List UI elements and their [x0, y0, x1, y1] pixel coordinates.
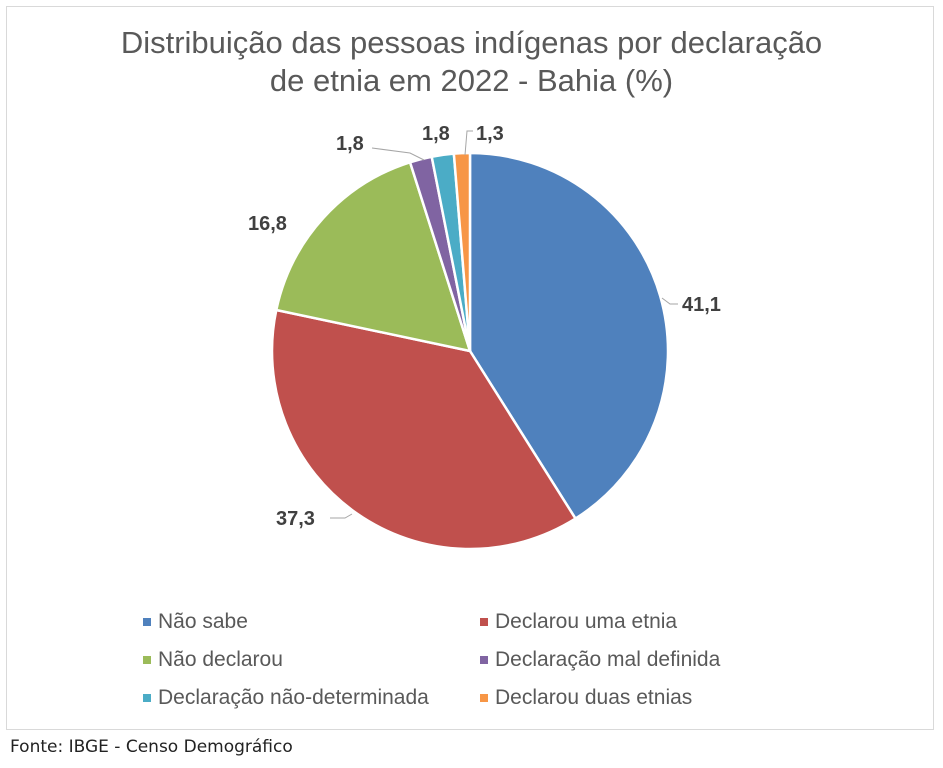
pie-slices — [270, 151, 670, 551]
legend-label: Não sabe — [158, 610, 248, 633]
leader-line-mal-definida — [371, 147, 425, 161]
legend-label: Declaração mal definida — [495, 648, 721, 671]
leader-line-nao-sabe — [661, 297, 678, 305]
legend-item-nao-sabe: Não sabe — [143, 610, 248, 634]
data-label-nao-sabe: 41,1 — [682, 294, 721, 316]
data-label-nao-determinada: 1,8 — [422, 123, 450, 145]
legend-swatch — [480, 618, 488, 626]
legend-swatch — [143, 618, 151, 626]
leader-lines — [330, 130, 678, 519]
legend-swatch — [143, 656, 151, 664]
legend-swatch — [480, 694, 488, 702]
data-label-duas-etnias: 1,3 — [476, 123, 504, 145]
leader-line-duas-etnias — [464, 130, 473, 156]
legend-swatch — [143, 694, 151, 702]
chart-title: Distribuição das pessoas indígenas por d… — [0, 24, 943, 100]
chart-title-line-1: Distribuição das pessoas indígenas por d… — [120, 25, 823, 60]
pie-slice-declarou-duas-etnias — [452, 151, 472, 353]
legend-item-declarou-uma-etnia: Declarou uma etnia — [480, 610, 677, 634]
leader-line-declarou-uma-etnia — [330, 513, 353, 519]
pie-slice-nao-sabe — [468, 151, 670, 520]
data-label-nao-declarou: 16,8 — [248, 213, 287, 235]
data-label-mal-definida: 1,8 — [336, 133, 364, 155]
legend-item-mal-definida: Declaração mal definida — [480, 648, 720, 672]
legend-label: Declarou uma etnia — [495, 610, 678, 633]
data-label-declarou-uma-etnia: 37,3 — [276, 508, 315, 530]
legend-item-nao-determinada: Declaração não-determinada — [143, 686, 429, 710]
legend-swatch — [480, 656, 488, 664]
pie-slice-declarou-uma-etnia — [270, 308, 577, 551]
legend-label: Não declarou — [158, 648, 283, 671]
legend-item-duas-etnias: Declarou duas etnias — [480, 686, 692, 710]
legend-label: Declaração não-determinada — [158, 686, 429, 709]
legend-label: Declarou duas etnias — [495, 686, 693, 709]
chart-title-line-2: de etnia em 2022 - Bahia (%) — [269, 63, 674, 98]
legend-item-nao-declarou: Não declarou — [143, 648, 283, 672]
pie-slice-nao-declarou — [275, 161, 472, 353]
source-note: Fonte: IBGE - Censo Demográfico — [10, 737, 293, 757]
